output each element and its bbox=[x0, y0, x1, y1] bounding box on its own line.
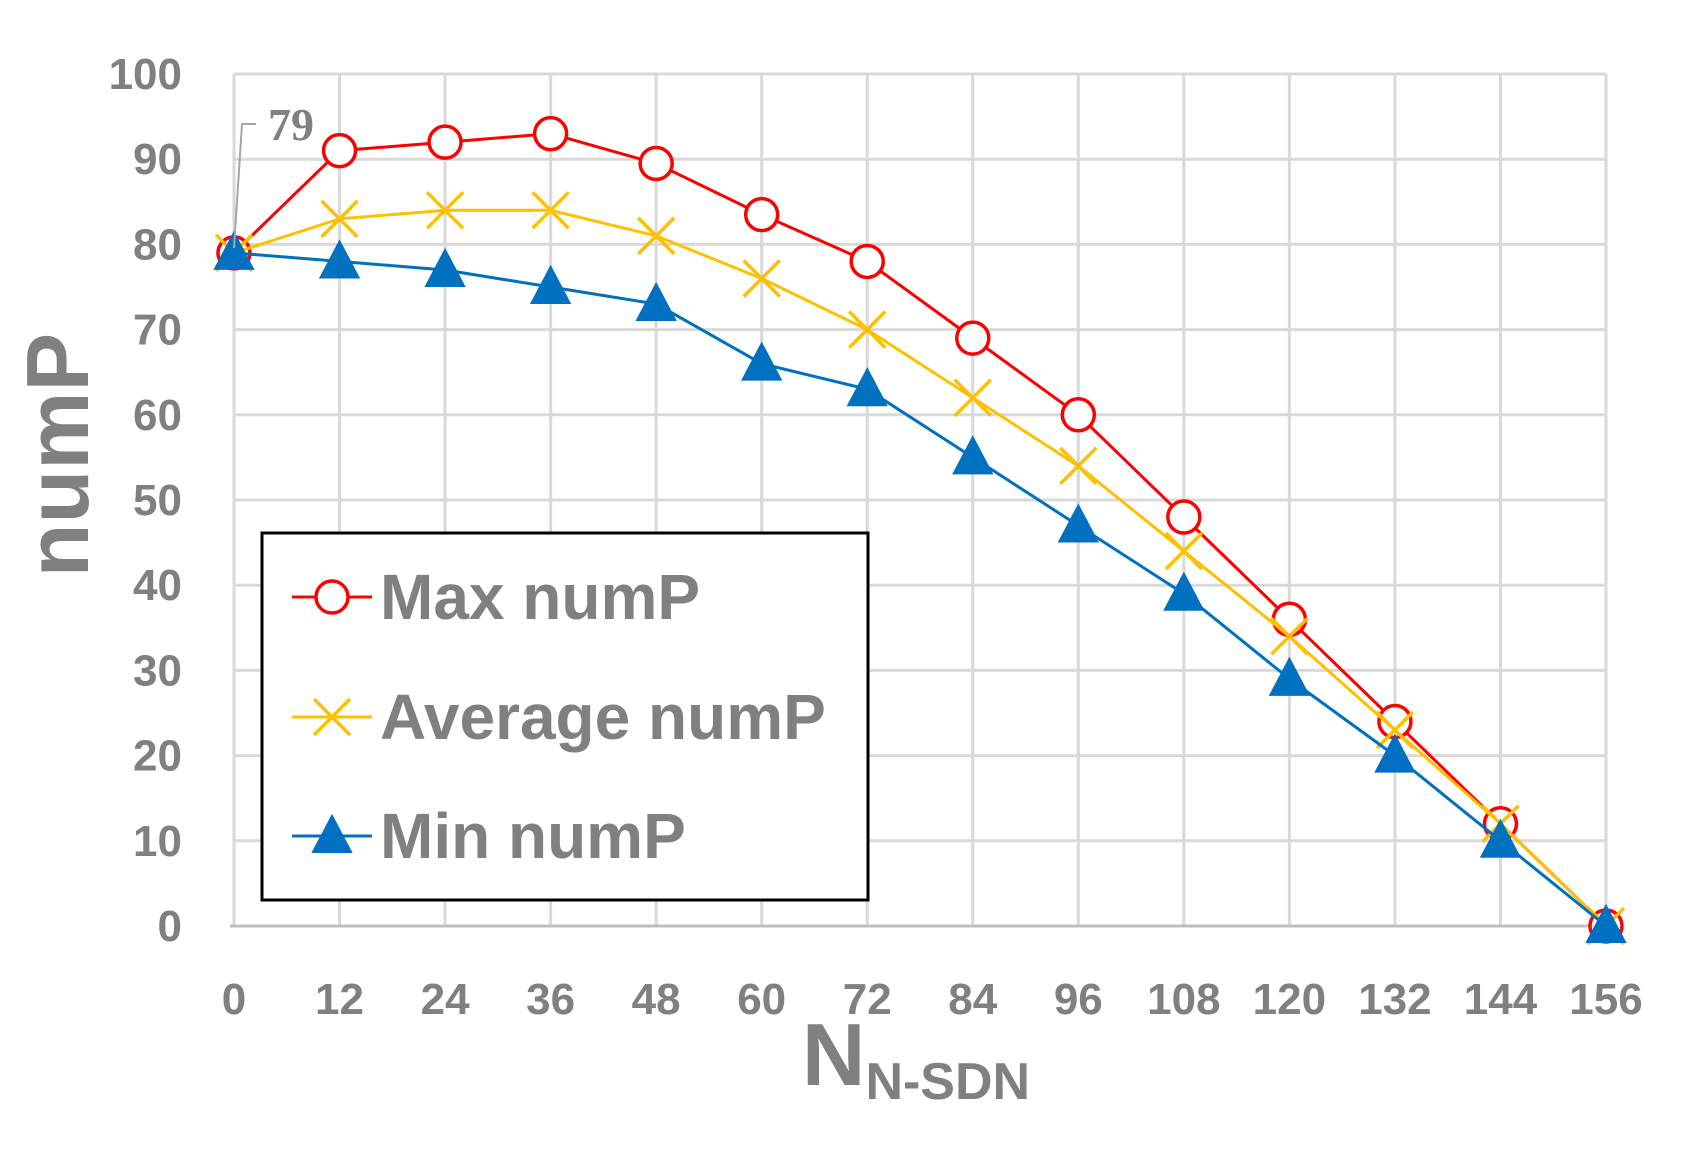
x-tick-label: 156 bbox=[1569, 975, 1642, 1024]
data-point-average-nump bbox=[1059, 446, 1098, 486]
data-point-average-nump bbox=[320, 199, 359, 239]
y-tick-label: 10 bbox=[133, 817, 182, 866]
data-point-min-nump bbox=[1057, 503, 1099, 543]
data-point-min-nump bbox=[1163, 571, 1205, 611]
data-point-min-nump bbox=[635, 281, 677, 322]
data-point-min-nump bbox=[318, 239, 361, 279]
x-axis-title-main: N bbox=[802, 1005, 866, 1104]
series-average-nump bbox=[214, 191, 1626, 946]
annotation-leader-line bbox=[233, 123, 256, 249]
series-line-min-nump bbox=[233, 251, 1607, 928]
y-tick-label: 90 bbox=[133, 135, 182, 184]
y-tick-label: 0 bbox=[158, 902, 182, 951]
x-tick-label: 12 bbox=[315, 975, 364, 1024]
data-point-average-nump bbox=[425, 191, 465, 230]
data-point-max-nump bbox=[532, 115, 569, 152]
x-tick-label: 96 bbox=[1054, 975, 1103, 1024]
data-point-min-nump bbox=[1585, 903, 1627, 943]
data-point-max-nump bbox=[743, 196, 780, 233]
x-tick-label: 36 bbox=[526, 975, 575, 1024]
y-tick-label: 20 bbox=[133, 732, 182, 781]
legend-item-min: Min numP bbox=[292, 800, 686, 872]
x-tick-label: 60 bbox=[737, 975, 786, 1024]
annotation-79: 79 bbox=[233, 99, 314, 249]
x-tick-label: 0 bbox=[222, 975, 246, 1024]
x-tick-label: 84 bbox=[948, 975, 997, 1024]
data-point-min-nump bbox=[1374, 733, 1416, 773]
legend: Max numP Average numP Min numP bbox=[260, 531, 870, 902]
legend-item-average: Average numP bbox=[292, 681, 826, 753]
data-point-min-nump bbox=[846, 367, 888, 407]
legend-item-max: Max numP bbox=[292, 561, 700, 633]
data-point-max-nump bbox=[1166, 499, 1202, 535]
x-tick-label: 72 bbox=[843, 975, 892, 1024]
legend-marker-triangle bbox=[311, 813, 353, 853]
legend-marker-circle bbox=[314, 579, 350, 615]
y-tick-label: 40 bbox=[133, 561, 182, 610]
data-point-average-nump bbox=[1270, 617, 1309, 656]
data-point-max-nump bbox=[321, 132, 358, 169]
data-point-min-nump bbox=[741, 341, 783, 381]
data-point-min-nump bbox=[952, 435, 994, 475]
x-axis-title-subscript: N-SDN bbox=[865, 1053, 1030, 1111]
x-axis-title: NN-SDN bbox=[802, 1005, 1030, 1111]
y-tick-label: 70 bbox=[133, 306, 182, 355]
data-point-min-nump bbox=[529, 264, 572, 304]
x-tick-label: 120 bbox=[1253, 975, 1326, 1024]
data-point-average-nump bbox=[531, 191, 570, 230]
data-point-min-nump bbox=[213, 230, 255, 270]
tick-labels: 0 10 20 30 40 50 60 70 80 90 100 0 12 24 36 48 60 72 84 96 1… bbox=[109, 50, 1643, 1024]
y-tick-label: 100 bbox=[109, 50, 182, 99]
y-tick-label: 50 bbox=[133, 476, 182, 525]
x-tick-label: 48 bbox=[632, 975, 681, 1024]
x-tick-label: 132 bbox=[1358, 975, 1431, 1024]
data-point-max-nump bbox=[849, 243, 885, 280]
data-point-average-nump bbox=[636, 216, 676, 256]
data-point-max-nump bbox=[638, 145, 674, 182]
x-tick-label: 24 bbox=[421, 975, 470, 1024]
annotation-label: 79 bbox=[268, 99, 314, 150]
data-series bbox=[213, 115, 1627, 946]
legend-label-max: Max numP bbox=[380, 561, 700, 633]
y-tick-label: 30 bbox=[133, 646, 182, 695]
data-point-min-nump bbox=[1479, 818, 1522, 858]
legend-marker-x bbox=[312, 697, 352, 737]
data-point-average-nump bbox=[1375, 710, 1415, 750]
y-axis-title: numP bbox=[8, 333, 107, 577]
series-max-nump bbox=[216, 115, 1624, 944]
data-point-max-nump bbox=[1271, 601, 1308, 638]
series-min-nump bbox=[213, 230, 1627, 943]
axes bbox=[230, 74, 1606, 928]
data-point-max-nump bbox=[1060, 397, 1097, 433]
data-point-min-nump bbox=[1268, 656, 1311, 696]
data-point-average-nump bbox=[1164, 531, 1204, 571]
data-point-average-nump bbox=[742, 259, 781, 298]
x-tick-label: 144 bbox=[1464, 975, 1538, 1024]
x-tick-label: 108 bbox=[1147, 975, 1220, 1024]
legend-label-min: Min numP bbox=[380, 800, 686, 872]
data-point-average-nump bbox=[953, 378, 993, 417]
data-point-max-nump bbox=[955, 320, 991, 356]
data-point-min-nump bbox=[424, 247, 466, 287]
y-tick-label: 80 bbox=[133, 220, 182, 269]
data-point-max-nump bbox=[427, 124, 463, 160]
data-point-average-nump bbox=[847, 310, 887, 349]
y-tick-label: 60 bbox=[133, 391, 182, 440]
legend-label-average: Average numP bbox=[380, 681, 826, 753]
